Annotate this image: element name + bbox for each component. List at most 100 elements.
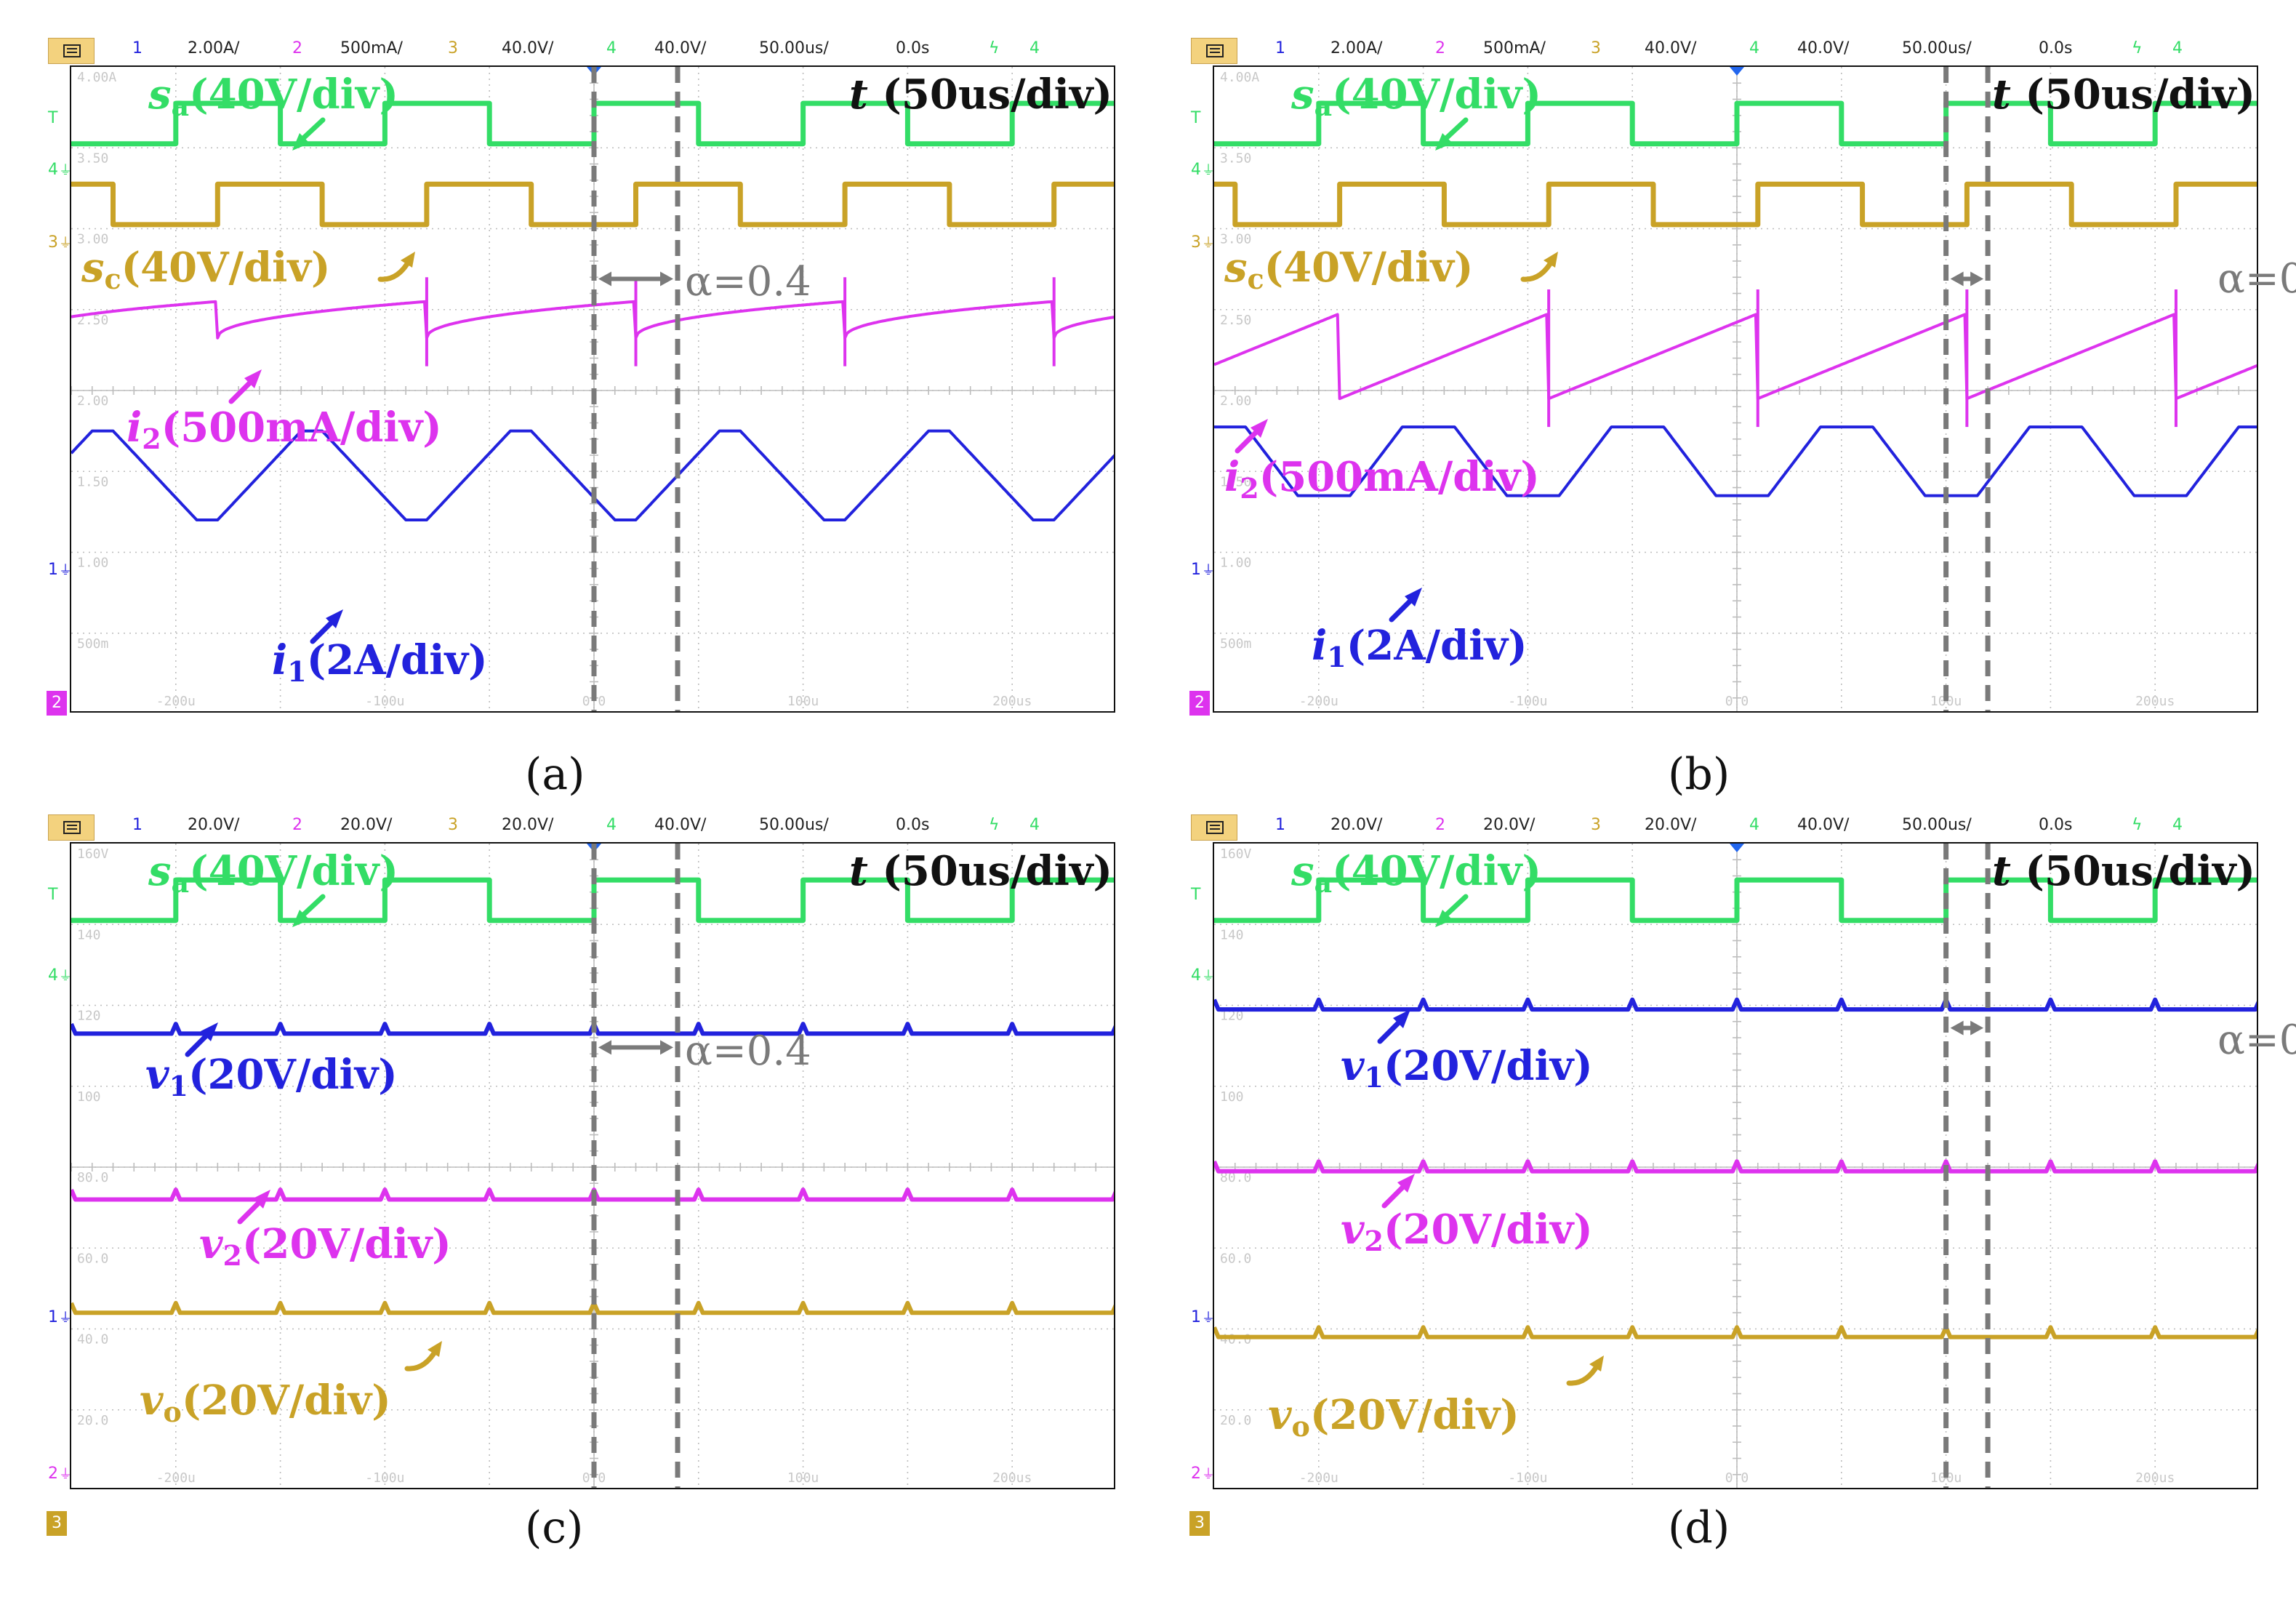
toolbar-ch1-scale[interactable]: 20.0V/ xyxy=(1330,816,1383,834)
toolbar-ch2-num[interactable]: 2 xyxy=(292,39,302,57)
toolbar-delay[interactable]: 0.0s xyxy=(2039,816,2073,834)
toolbar-ch4-num[interactable]: 4 xyxy=(606,816,617,834)
toolbar-ch3-scale[interactable]: 40.0V/ xyxy=(502,39,554,57)
menu-button[interactable] xyxy=(1191,38,1237,64)
alpha-label: α=0.4 xyxy=(685,1028,811,1075)
toolbar-ch2-num[interactable]: 2 xyxy=(1435,816,1445,834)
x-tick-label: 200us xyxy=(992,694,1032,709)
signal-scale: (20V/div) xyxy=(1309,1391,1520,1439)
scope-screen[interactable]: 4.00A 3.50 3.00 2.50 2.00 1.50 1.00 500m -200u -1… xyxy=(1213,65,2258,713)
toolbar-ch3-num[interactable]: 3 xyxy=(1591,816,1601,834)
trigger-edge-icon[interactable]: ϟ xyxy=(989,816,1000,834)
signal-subscript: 2 xyxy=(1240,472,1259,505)
toolbar-ch3-num[interactable]: 3 xyxy=(448,816,458,834)
toolbar-ch3-num[interactable]: 3 xyxy=(448,39,458,57)
toolbar-ch1-num[interactable]: 1 xyxy=(132,816,143,834)
menu-button[interactable] xyxy=(48,814,95,841)
toolbar-ch2-num[interactable]: 2 xyxy=(292,816,302,834)
toolbar-ch3-num[interactable]: 3 xyxy=(1591,39,1601,57)
signal-scale: (40V/div) xyxy=(1332,71,1541,119)
alpha-label: α=0.2 xyxy=(2217,1017,2296,1064)
signal-scale: (40V/div) xyxy=(1264,244,1474,292)
toolbar-ch1-scale[interactable]: 20.0V/ xyxy=(188,816,240,834)
panel-b: 1 2.00A/2 500mA/3 40.0V/4 40.0V/50.00us/0.0s… xyxy=(1188,36,2296,858)
toolbar-trig-ch[interactable]: 4 xyxy=(1029,39,1040,57)
trigger-edge-icon[interactable]: ϟ xyxy=(989,39,1000,57)
trace-sc xyxy=(1214,181,2257,228)
toolbar-ch4-scale[interactable]: 40.0V/ xyxy=(654,816,707,834)
time-scale-value: (50us/div) xyxy=(2025,847,2255,895)
scope-toolbar: 1 20.0V/2 20.0V/3 20.0V/4 40.0V/50.00us/0.0s… xyxy=(1188,813,2258,842)
toolbar-ch2-scale[interactable]: 500mA/ xyxy=(340,39,403,57)
toolbar-ch4-num[interactable]: 4 xyxy=(1749,816,1759,834)
signal-label-sa: sa(40V/div) xyxy=(1291,74,1541,120)
toolbar-trig-ch[interactable]: 4 xyxy=(1029,816,1040,834)
signal-label-i2: i2(500mA/div) xyxy=(127,407,442,453)
alpha-arrowhead-right xyxy=(660,1040,674,1055)
toolbar-ch3-scale[interactable]: 40.0V/ xyxy=(1645,39,1697,57)
toolbar-ch4-num[interactable]: 4 xyxy=(606,39,617,57)
toolbar-ch2-scale[interactable]: 20.0V/ xyxy=(340,816,393,834)
alpha-arrowhead-right xyxy=(660,271,674,287)
scope-plot: 4.00A 3.50 3.00 2.50 2.00 1.50 1.00 500m -200u -1… xyxy=(1214,67,2257,711)
time-scale-label: t (50us/div) xyxy=(849,74,1112,115)
label-arrow-icon xyxy=(292,894,326,927)
channel-marker: 2⏚ xyxy=(1191,1465,1215,1483)
toolbar-ch3-scale[interactable]: 20.0V/ xyxy=(502,816,554,834)
channel-marker: 3⏚ xyxy=(1191,233,1215,252)
toolbar-ch2-scale[interactable]: 500mA/ xyxy=(1483,39,1546,57)
signal-label-v2: v2(20V/div) xyxy=(1341,1209,1593,1255)
toolbar-delay[interactable]: 0.0s xyxy=(896,39,930,57)
toolbar-timebase[interactable]: 50.00us/ xyxy=(759,816,829,834)
signal-scale: (20V/div) xyxy=(1384,1042,1593,1090)
y-tick-label: 3.50 xyxy=(1220,151,1251,166)
toolbar-ch4-scale[interactable]: 40.0V/ xyxy=(1797,39,1850,57)
y-tick-label: 1.00 xyxy=(77,556,108,571)
time-symbol: t xyxy=(849,71,883,119)
toolbar-ch4-scale[interactable]: 40.0V/ xyxy=(654,39,707,57)
toolbar-trig-ch[interactable]: 4 xyxy=(2172,816,2183,834)
y-tick-label: 80.0 xyxy=(1220,1170,1251,1185)
y-tick-label: 140 xyxy=(1220,927,1244,942)
toolbar-ch4-num[interactable]: 4 xyxy=(1749,39,1759,57)
toolbar-timebase[interactable]: 50.00us/ xyxy=(1902,816,1972,834)
menu-button[interactable] xyxy=(48,38,95,64)
toolbar-ch1-num[interactable]: 1 xyxy=(132,39,143,57)
trigger-marker xyxy=(1730,67,1744,76)
signal-subscript: 1 xyxy=(1327,641,1346,673)
toolbar-delay[interactable]: 0.0s xyxy=(896,816,930,834)
scope-screen[interactable]: 160V 140 120 100 80.0 60.0 40.0 20.0 -200u -100u 0… xyxy=(70,842,1115,1489)
toolbar-ch3-scale[interactable]: 20.0V/ xyxy=(1645,816,1697,834)
toolbar-ch4-scale[interactable]: 40.0V/ xyxy=(1797,816,1850,834)
trigger-edge-icon[interactable]: ϟ xyxy=(2132,39,2143,57)
toolbar-ch1-num[interactable]: 1 xyxy=(1275,816,1285,834)
trigger-edge-icon[interactable]: ϟ xyxy=(2132,816,2143,834)
toolbar-delay[interactable]: 0.0s xyxy=(2039,39,2073,57)
signal-subscript: o xyxy=(163,1395,182,1428)
channel-marker: 4⏚ xyxy=(1191,966,1215,985)
signal-scale: (20V/div) xyxy=(188,1051,398,1099)
toolbar-trig-ch[interactable]: 4 xyxy=(2172,39,2183,57)
ground-icon: ⏚ xyxy=(1202,563,1215,578)
toolbar-timebase[interactable]: 50.00us/ xyxy=(759,39,829,57)
time-symbol: t xyxy=(1992,847,2026,895)
time-scale-label: t (50us/div) xyxy=(1992,851,2255,892)
signal-scale: (2A/div) xyxy=(306,636,488,684)
y-tick-label: 40.0 xyxy=(77,1332,108,1347)
toolbar-ch1-scale[interactable]: 2.00A/ xyxy=(188,39,240,57)
menu-icon xyxy=(63,821,81,834)
time-scale-value: (50us/div) xyxy=(882,847,1112,895)
channel-marker: 2 xyxy=(1189,691,1210,716)
signal-label-v2: v2(20V/div) xyxy=(199,1224,451,1270)
menu-button[interactable] xyxy=(1191,814,1237,841)
toolbar-ch1-scale[interactable]: 2.00A/ xyxy=(1330,39,1383,57)
signal-label-sc: sc(40V/div) xyxy=(1224,247,1473,293)
toolbar-ch2-scale[interactable]: 20.0V/ xyxy=(1483,816,1536,834)
toolbar-timebase[interactable]: 50.00us/ xyxy=(1902,39,1972,57)
toolbar-ch2-num[interactable]: 2 xyxy=(1435,39,1445,57)
signal-symbol: s xyxy=(1224,244,1248,292)
toolbar-ch1-num[interactable]: 1 xyxy=(1275,39,1285,57)
signal-subscript: c xyxy=(104,263,121,295)
ground-icon: ⏚ xyxy=(59,1467,72,1482)
scope-screen[interactable]: 160V 140 120 100 80.0 60.0 40.0 20.0 -200u -100u 0… xyxy=(1213,842,2258,1489)
